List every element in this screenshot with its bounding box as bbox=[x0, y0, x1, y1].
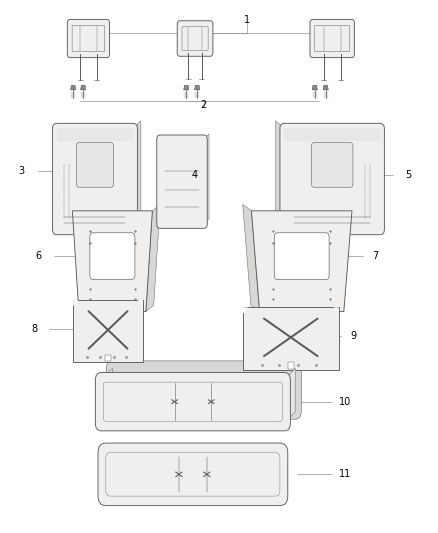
Polygon shape bbox=[251, 211, 352, 312]
Text: 9: 9 bbox=[351, 332, 357, 342]
Polygon shape bbox=[333, 308, 339, 314]
Text: 5: 5 bbox=[405, 171, 411, 180]
FancyBboxPatch shape bbox=[95, 373, 290, 431]
FancyBboxPatch shape bbox=[90, 233, 135, 279]
Polygon shape bbox=[284, 368, 295, 423]
Polygon shape bbox=[276, 120, 284, 229]
Polygon shape bbox=[243, 205, 260, 312]
Polygon shape bbox=[323, 85, 328, 90]
FancyBboxPatch shape bbox=[76, 143, 113, 187]
Polygon shape bbox=[102, 368, 113, 423]
Bar bbox=[73, 300, 143, 362]
Polygon shape bbox=[71, 85, 76, 90]
Text: 10: 10 bbox=[339, 397, 351, 407]
Text: 11: 11 bbox=[339, 470, 351, 479]
FancyBboxPatch shape bbox=[311, 143, 353, 187]
Text: 1: 1 bbox=[244, 15, 251, 25]
Polygon shape bbox=[243, 308, 248, 314]
Text: 7: 7 bbox=[373, 251, 379, 261]
Text: 4: 4 bbox=[192, 171, 198, 180]
FancyBboxPatch shape bbox=[310, 19, 354, 58]
Polygon shape bbox=[194, 85, 200, 90]
Polygon shape bbox=[184, 85, 189, 90]
FancyBboxPatch shape bbox=[177, 21, 213, 56]
FancyBboxPatch shape bbox=[57, 128, 133, 141]
FancyBboxPatch shape bbox=[53, 123, 138, 235]
Polygon shape bbox=[72, 211, 152, 312]
Polygon shape bbox=[312, 85, 318, 90]
FancyBboxPatch shape bbox=[98, 443, 288, 506]
FancyBboxPatch shape bbox=[284, 128, 380, 141]
Polygon shape bbox=[81, 85, 86, 90]
Polygon shape bbox=[133, 120, 141, 229]
FancyBboxPatch shape bbox=[67, 19, 110, 58]
FancyBboxPatch shape bbox=[157, 135, 207, 228]
Polygon shape bbox=[138, 300, 143, 306]
FancyBboxPatch shape bbox=[280, 123, 385, 235]
Polygon shape bbox=[204, 134, 209, 224]
Text: 8: 8 bbox=[31, 324, 37, 334]
Text: 3: 3 bbox=[18, 166, 24, 176]
Text: 6: 6 bbox=[35, 251, 42, 261]
Text: 2: 2 bbox=[201, 100, 207, 110]
Bar bbox=[288, 362, 294, 369]
FancyBboxPatch shape bbox=[274, 233, 329, 279]
Polygon shape bbox=[73, 300, 78, 306]
Bar bbox=[105, 355, 111, 361]
Bar bbox=[243, 308, 339, 370]
FancyBboxPatch shape bbox=[106, 361, 301, 419]
Polygon shape bbox=[146, 205, 160, 312]
